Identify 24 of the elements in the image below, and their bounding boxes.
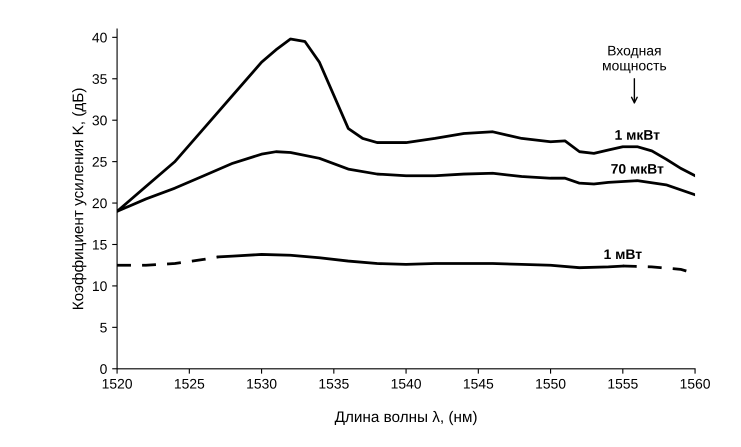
y-tick-label: 35 xyxy=(92,74,107,84)
x-axis-title: Длина волны λ, (нм) xyxy=(334,410,477,426)
y-tick-label: 20 xyxy=(92,198,107,208)
y-axis-title: Коэффициент усиления K, (дБ) xyxy=(72,88,86,309)
y-tick-label: 0 xyxy=(100,364,107,374)
y-tick-label: 5 xyxy=(100,322,107,333)
x-tick-label: 1545 xyxy=(464,379,494,389)
x-tick-label: 1535 xyxy=(319,378,349,389)
annotation: Входная мощность xyxy=(603,46,666,74)
x-tick-label: 1525 xyxy=(174,378,204,389)
y-tick-label: 25 xyxy=(92,156,107,167)
x-tick-label: 1520 xyxy=(102,378,132,389)
series-label: 70 мкВт xyxy=(611,164,664,174)
x-tick-label: 1530 xyxy=(247,378,276,389)
y-tick-label: 10 xyxy=(92,281,107,292)
y-tick-label: 40 xyxy=(92,32,107,43)
series-label: 1 мВт xyxy=(604,249,642,260)
x-tick-label: 1560 xyxy=(680,378,710,389)
series-label: 1 мкВт xyxy=(615,130,660,140)
x-tick-label: 1555 xyxy=(608,379,638,389)
x-tick-label: 1540 xyxy=(392,378,421,389)
y-tick-label: 30 xyxy=(92,116,107,126)
y-tick-label: 15 xyxy=(92,240,107,250)
x-tick-label: 1550 xyxy=(536,378,566,389)
